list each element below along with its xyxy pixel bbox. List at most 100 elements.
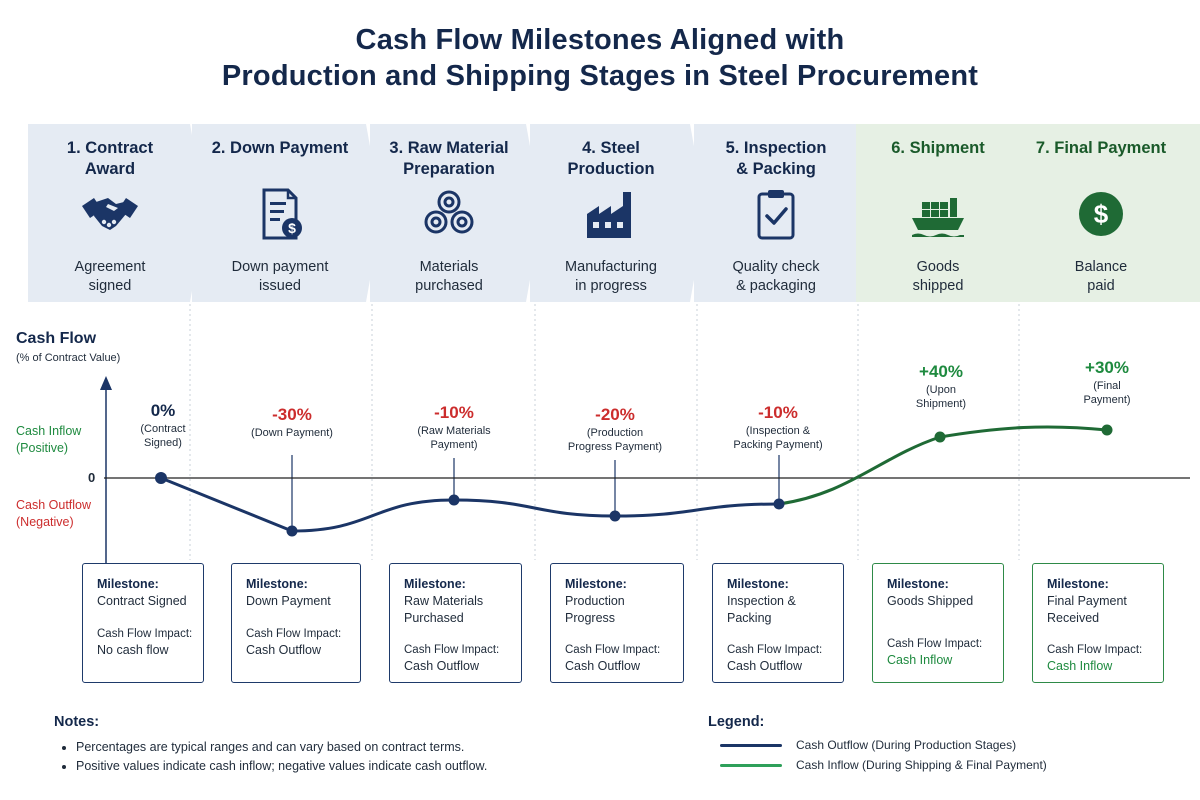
point-note: Shipment) (915, 398, 967, 410)
impact-value: Cash Outflow (565, 659, 641, 673)
milestone-card-production-progress: Milestone: Production Progress Cash Flow… (550, 563, 684, 683)
data-point (773, 498, 785, 510)
impact-value: No cash flow (97, 643, 169, 657)
milestone-card-down-payment: Milestone: Down Payment Cash Flow Impact… (231, 563, 361, 683)
point-note: Packing Payment) (733, 439, 823, 451)
point-note: (Inspection & (745, 425, 811, 437)
cargo-ship-icon (908, 186, 968, 242)
point-note: Signed) (144, 437, 182, 449)
point-note: (Final (1093, 380, 1121, 392)
data-label: -30% (272, 405, 312, 424)
stage-title: 6. Shipment (891, 139, 985, 157)
data-label: +40% (919, 362, 963, 381)
stage-title: 3. Raw Material Preparation (389, 139, 509, 178)
point-note: (Upon (926, 384, 956, 396)
point-leader-lines (291, 455, 780, 531)
stage-title: 1. Contract Award (66, 139, 154, 178)
legend-label: Cash Outflow (During Production Stages) (796, 738, 1017, 752)
stage-description: Down payment issued (231, 259, 329, 294)
impact-value: Cash Outflow (727, 659, 803, 673)
y-axis-arrow (100, 376, 112, 390)
note-item: Percentages are typical ranges and can v… (76, 738, 487, 757)
data-points (155, 424, 1113, 537)
data-label: 0% (150, 401, 176, 420)
milestone-card-raw-materials: Milestone: Raw Materials Purchased Cash … (389, 563, 522, 683)
data-point (609, 510, 621, 522)
milestone-card-contract-signed: Milestone: Contract Signed Cash Flow Imp… (82, 563, 204, 683)
point-note: (Raw Materials (417, 425, 491, 437)
point-label: -10% (Inspection & Packing Payment) (733, 402, 822, 452)
data-label: -10% (434, 403, 474, 422)
data-label: -20% (595, 405, 635, 424)
inflow-axis-label: Cash Inflow (Positive) (16, 424, 82, 455)
milestone-card-inspection-packing: Milestone: Inspection & Packing Cash Flo… (712, 563, 844, 683)
stage-down-payment: 2. Down Payment $ Down payment issued (192, 124, 382, 302)
legend-item-outflow: Cash Outflow (During Production Stages) (720, 738, 1016, 752)
stage-title: 4. Steel Production (567, 139, 655, 178)
milestone-card-goods-shipped: Milestone: Goods Shipped Cash Flow Impac… (872, 563, 1004, 683)
notes-list: Percentages are typical ranges and can v… (62, 738, 487, 776)
title-line-2: Production and Shipping Stages in Steel … (221, 60, 979, 92)
data-point (1101, 424, 1113, 436)
data-label: +30% (1085, 358, 1129, 377)
point-note: (Production (586, 427, 644, 439)
stage-description: Manufacturing in progress (565, 259, 657, 294)
data-point (448, 494, 460, 506)
legend-swatch-inflow (720, 763, 782, 767)
stage-description: Quality check & packaging (732, 259, 820, 294)
handshake-icon (80, 186, 140, 242)
point-label: -10% (Raw Materials Payment) (417, 402, 490, 452)
data-point (934, 431, 946, 443)
legend-swatch-outflow (720, 743, 782, 747)
data-point (155, 472, 167, 484)
impact-value: Cash Inflow (887, 653, 953, 667)
point-label: -30% (Down Payment) (251, 404, 333, 440)
zero-tick-label: 0 (88, 470, 96, 485)
stage-shipment: 6. Shipment Goods shipped (856, 124, 1034, 302)
point-label: 0% (Contract Signed) (140, 400, 185, 450)
stage-description: Goods shipped (912, 259, 964, 294)
stage-contract-award: 1. Contract Award Agreement signed (28, 124, 206, 302)
impact-value: Cash Outflow (246, 643, 322, 657)
page-title: Cash Flow Milestones Aligned with Produc… (0, 22, 1200, 94)
point-note: (Contract (140, 423, 186, 435)
note-item: Positive values indicate cash inflow; ne… (76, 757, 487, 776)
data-label: -10% (758, 403, 798, 422)
stage-raw-material: 3. Raw Material Preparation Materials pu… (370, 124, 542, 302)
steel-coils-icon (419, 186, 479, 242)
outflow-axis-label: Cash Outflow (Negative) (16, 498, 92, 529)
data-point (286, 525, 298, 537)
stage-final-payment: 7. Final Payment $ Balance paid (1016, 124, 1200, 302)
legend-item-inflow: Cash Inflow (During Shipping & Final Pay… (720, 758, 1047, 772)
series-line-outflow (159, 476, 781, 533)
axis-title: Cash Flow (16, 330, 97, 347)
clipboard-check-icon (746, 186, 806, 242)
impact-value: Cash Inflow (1047, 659, 1113, 673)
axis-subtitle: (% of Contract Value) (16, 352, 121, 364)
stage-title: 2. Down Payment (211, 139, 349, 157)
stage-steel-production: 4. Steel Production Manufacturing in pro… (530, 124, 706, 302)
impact-value: Cash Outflow (404, 659, 480, 673)
stage-inspection-packing: 5. Inspection & Packing Quality check & … (694, 124, 872, 302)
notes-title: Notes: (54, 714, 100, 730)
stage-description: Materials purchased (415, 259, 483, 294)
milestone-card-final-payment: Milestone: Final Payment Received Cash F… (1032, 563, 1164, 683)
legend-title: Legend: (708, 714, 765, 730)
point-label: +40% (Upon Shipment) (916, 361, 966, 411)
factory-icon (581, 186, 641, 242)
dollar-coin-icon: $ (1079, 192, 1123, 236)
svg-text:$: $ (1094, 199, 1109, 229)
point-note: Payment) (1083, 394, 1131, 406)
title-line-1: Cash Flow Milestones Aligned with (355, 24, 845, 56)
invoice-payment-icon: $ (250, 186, 310, 242)
stage-title: 7. Final Payment (1035, 139, 1167, 157)
stage-title: 5. Inspection & Packing (725, 139, 827, 178)
legend-label: Cash Inflow (During Shipping & Final Pay… (796, 758, 1047, 772)
point-label: +30% (Final Payment) (1083, 357, 1130, 407)
point-note: Progress Payment) (567, 441, 663, 453)
stage-description: Balance paid (1074, 259, 1128, 294)
stage-description: Agreement signed (74, 259, 146, 294)
point-note: (Down Payment) (251, 427, 333, 439)
point-label: -20% (Production Progress Payment) (568, 404, 662, 454)
